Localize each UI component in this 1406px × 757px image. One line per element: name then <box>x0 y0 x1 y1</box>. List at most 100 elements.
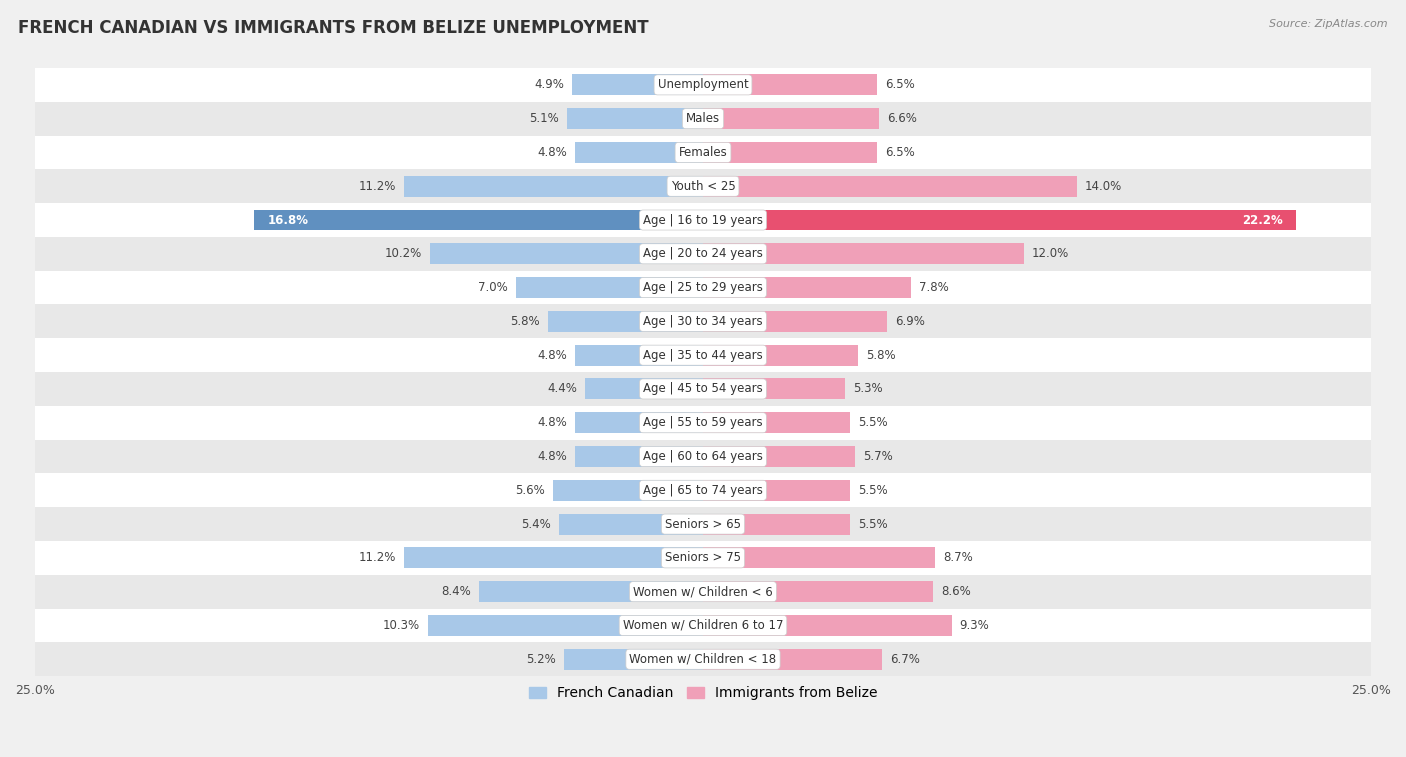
Text: 4.8%: 4.8% <box>537 349 567 362</box>
Bar <box>703 243 1024 264</box>
Text: Women w/ Children 6 to 17: Women w/ Children 6 to 17 <box>623 619 783 632</box>
Bar <box>703 378 845 400</box>
Bar <box>703 277 911 298</box>
Text: Age | 60 to 64 years: Age | 60 to 64 years <box>643 450 763 463</box>
Bar <box>703 615 952 636</box>
Bar <box>35 507 1371 541</box>
Bar <box>404 176 703 197</box>
Text: 5.8%: 5.8% <box>510 315 540 328</box>
Text: 4.8%: 4.8% <box>537 450 567 463</box>
Bar <box>35 406 1371 440</box>
Text: 6.9%: 6.9% <box>896 315 925 328</box>
Bar <box>35 237 1371 271</box>
Text: 5.4%: 5.4% <box>522 518 551 531</box>
Text: 4.4%: 4.4% <box>547 382 578 395</box>
Bar <box>35 643 1371 676</box>
Bar <box>575 446 703 467</box>
Bar <box>703 176 1077 197</box>
Text: Age | 16 to 19 years: Age | 16 to 19 years <box>643 213 763 226</box>
Bar <box>703 446 855 467</box>
Bar <box>575 413 703 433</box>
Bar <box>35 372 1371 406</box>
Bar <box>567 108 703 129</box>
Text: 7.8%: 7.8% <box>920 281 949 294</box>
Bar <box>35 304 1371 338</box>
Text: 22.2%: 22.2% <box>1241 213 1282 226</box>
Bar <box>478 581 703 602</box>
Bar <box>703 142 877 163</box>
Bar <box>575 142 703 163</box>
Bar <box>35 170 1371 203</box>
Bar <box>35 101 1371 136</box>
Text: 5.5%: 5.5% <box>858 518 887 531</box>
Bar <box>585 378 703 400</box>
Text: Males: Males <box>686 112 720 125</box>
Bar <box>703 74 877 95</box>
Bar <box>703 344 858 366</box>
Bar <box>35 541 1371 575</box>
Text: 6.6%: 6.6% <box>887 112 917 125</box>
Text: 4.8%: 4.8% <box>537 146 567 159</box>
Bar <box>516 277 703 298</box>
Text: Seniors > 65: Seniors > 65 <box>665 518 741 531</box>
Text: 8.6%: 8.6% <box>941 585 970 598</box>
Text: 4.9%: 4.9% <box>534 79 564 92</box>
Bar <box>35 136 1371 170</box>
Bar <box>35 440 1371 473</box>
Bar <box>430 243 703 264</box>
Bar <box>427 615 703 636</box>
Bar <box>703 413 851 433</box>
Bar <box>35 203 1371 237</box>
Bar <box>35 473 1371 507</box>
Text: 6.5%: 6.5% <box>884 79 914 92</box>
Text: Females: Females <box>679 146 727 159</box>
Text: Age | 25 to 29 years: Age | 25 to 29 years <box>643 281 763 294</box>
Text: 5.5%: 5.5% <box>858 416 887 429</box>
Bar <box>572 74 703 95</box>
Text: 11.2%: 11.2% <box>359 551 395 565</box>
Legend: French Canadian, Immigrants from Belize: French Canadian, Immigrants from Belize <box>523 681 883 706</box>
Bar <box>703 649 882 670</box>
Text: 5.5%: 5.5% <box>858 484 887 497</box>
Text: Women w/ Children < 6: Women w/ Children < 6 <box>633 585 773 598</box>
Text: 12.0%: 12.0% <box>1032 248 1069 260</box>
Bar <box>404 547 703 569</box>
Text: 10.3%: 10.3% <box>382 619 420 632</box>
Text: 7.0%: 7.0% <box>478 281 508 294</box>
Text: 14.0%: 14.0% <box>1085 179 1122 193</box>
Text: 10.2%: 10.2% <box>385 248 422 260</box>
Text: 8.4%: 8.4% <box>440 585 471 598</box>
Bar <box>564 649 703 670</box>
Bar <box>548 311 703 332</box>
Text: 5.2%: 5.2% <box>526 653 555 665</box>
Text: Youth < 25: Youth < 25 <box>671 179 735 193</box>
Text: FRENCH CANADIAN VS IMMIGRANTS FROM BELIZE UNEMPLOYMENT: FRENCH CANADIAN VS IMMIGRANTS FROM BELIZ… <box>18 19 650 37</box>
Bar <box>35 609 1371 643</box>
Bar <box>35 271 1371 304</box>
Text: Age | 45 to 54 years: Age | 45 to 54 years <box>643 382 763 395</box>
Text: 11.2%: 11.2% <box>359 179 395 193</box>
Bar <box>703 581 932 602</box>
Text: Age | 55 to 59 years: Age | 55 to 59 years <box>643 416 763 429</box>
Bar <box>35 575 1371 609</box>
Text: Age | 20 to 24 years: Age | 20 to 24 years <box>643 248 763 260</box>
Bar <box>703 480 851 501</box>
Text: Source: ZipAtlas.com: Source: ZipAtlas.com <box>1270 19 1388 29</box>
Text: 5.7%: 5.7% <box>863 450 893 463</box>
Text: Age | 65 to 74 years: Age | 65 to 74 years <box>643 484 763 497</box>
Text: 5.6%: 5.6% <box>516 484 546 497</box>
Text: Unemployment: Unemployment <box>658 79 748 92</box>
Text: 5.3%: 5.3% <box>852 382 883 395</box>
Bar <box>703 210 1296 230</box>
Bar <box>254 210 703 230</box>
Text: Women w/ Children < 18: Women w/ Children < 18 <box>630 653 776 665</box>
Text: 6.7%: 6.7% <box>890 653 920 665</box>
Bar <box>703 311 887 332</box>
Text: 5.1%: 5.1% <box>529 112 558 125</box>
Bar <box>703 108 879 129</box>
Text: Age | 35 to 44 years: Age | 35 to 44 years <box>643 349 763 362</box>
Text: 6.5%: 6.5% <box>884 146 914 159</box>
Text: Seniors > 75: Seniors > 75 <box>665 551 741 565</box>
Text: 16.8%: 16.8% <box>267 213 308 226</box>
Text: Age | 30 to 34 years: Age | 30 to 34 years <box>643 315 763 328</box>
